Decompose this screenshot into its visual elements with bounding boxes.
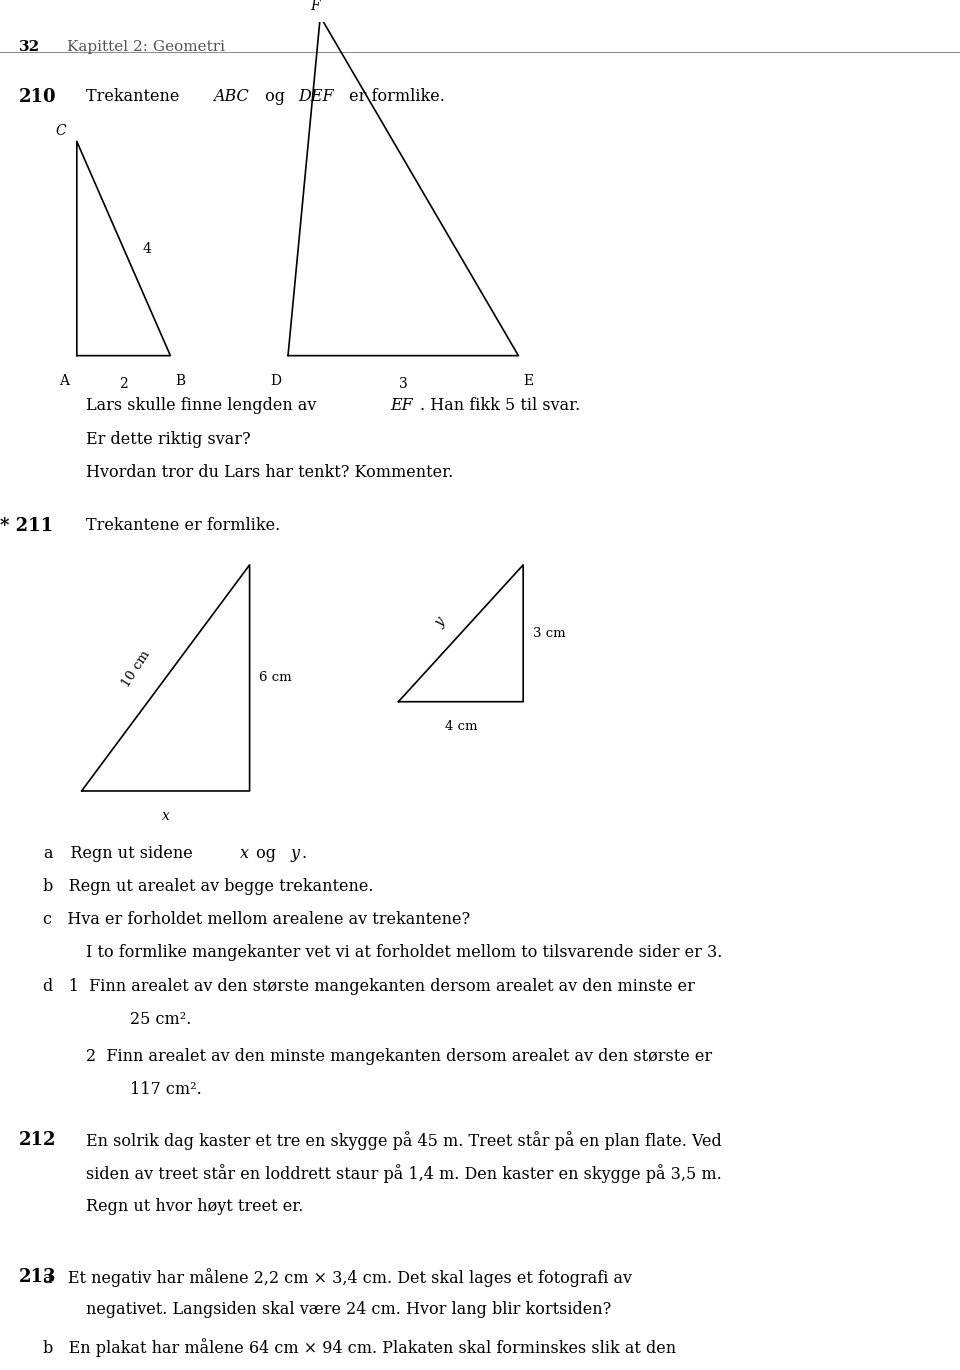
Text: og: og [259,88,290,105]
Text: 212: 212 [19,1132,57,1149]
Text: I to formlike mangekanter vet vi at forholdet mellom to tilsvarende sider er 3.: I to formlike mangekanter vet vi at forh… [86,944,723,962]
Text: negativet. Langsiden skal være 24 cm. Hvor lang blir kortsiden?: negativet. Langsiden skal være 24 cm. Hv… [86,1302,612,1318]
Text: Trekantene: Trekantene [86,88,185,105]
Text: y: y [433,615,449,630]
Text: 3 cm: 3 cm [533,627,565,640]
Text: 4: 4 [143,241,152,256]
Text: DEF: DEF [299,88,334,105]
Text: d   1  Finn arealet av den største mangekanten dersom arealet av den minste er: d 1 Finn arealet av den største mangekan… [43,978,695,995]
Text: . Han fikk 5 til svar.: . Han fikk 5 til svar. [420,397,580,414]
Text: Er dette riktig svar?: Er dette riktig svar? [86,430,251,448]
Text: er formlike.: er formlike. [345,88,445,105]
Text: Regn ut sidene: Regn ut sidene [56,844,199,862]
Text: b   En plakat har målene 64 cm × 94 cm. Plakaten skal forminskes slik at den: b En plakat har målene 64 cm × 94 cm. Pl… [43,1337,677,1356]
Text: EF: EF [391,397,413,414]
Text: C: C [56,123,66,138]
Text: 25 cm².: 25 cm². [130,1011,191,1028]
Text: siden av treet står en loddrett staur på 1,4 m. Den kaster en skygge på 3,5 m.: siden av treet står en loddrett staur på… [86,1164,722,1184]
Text: og: og [252,844,281,862]
Text: Regn ut hvor høyt treet er.: Regn ut hvor høyt treet er. [86,1197,303,1215]
Text: b   Regn ut arealet av begge trekantene.: b Regn ut arealet av begge trekantene. [43,878,373,895]
Text: F: F [311,0,321,12]
Text: 2: 2 [119,377,128,390]
Text: A: A [60,374,69,388]
Text: 117 cm².: 117 cm². [130,1081,202,1099]
Text: 4 cm: 4 cm [444,719,477,733]
Text: .: . [301,844,307,862]
Text: a: a [43,844,53,862]
Text: E: E [523,374,534,388]
Text: * 211: * 211 [0,518,53,536]
Text: y: y [290,844,300,862]
Text: 3: 3 [398,377,408,390]
Text: 10 cm: 10 cm [120,648,153,689]
Text: x: x [161,808,170,823]
Text: B: B [175,374,185,388]
Text: En solrik dag kaster et tre en skygge på 45 m. Treet står på en plan flate. Ved: En solrik dag kaster et tre en skygge på… [86,1132,722,1149]
Text: Kapittel 2: Geometri: Kapittel 2: Geometri [67,40,226,55]
Text: c   Hva er forholdet mellom arealene av trekantene?: c Hva er forholdet mellom arealene av tr… [43,911,470,927]
Text: 210: 210 [19,88,57,105]
Text: a   Et negativ har målene 2,2 cm × 3,4 cm. Det skal lages et fotografi av: a Et negativ har målene 2,2 cm × 3,4 cm.… [43,1267,633,1286]
Text: 6 cm: 6 cm [259,671,292,685]
Text: 213: 213 [19,1267,57,1285]
Text: D: D [271,374,281,388]
Text: x: x [240,844,249,862]
Text: Lars skulle finne lengden av: Lars skulle finne lengden av [86,397,322,414]
Text: 32: 32 [19,40,40,55]
Text: Trekantene er formlike.: Trekantene er formlike. [86,518,280,534]
Text: 2  Finn arealet av den minste mangekanten dersom arealet av den største er: 2 Finn arealet av den minste mangekanten… [86,1048,712,1064]
Text: Hvordan tror du Lars har tenkt? Kommenter.: Hvordan tror du Lars har tenkt? Kommente… [86,464,454,481]
Text: ABC: ABC [213,88,250,105]
